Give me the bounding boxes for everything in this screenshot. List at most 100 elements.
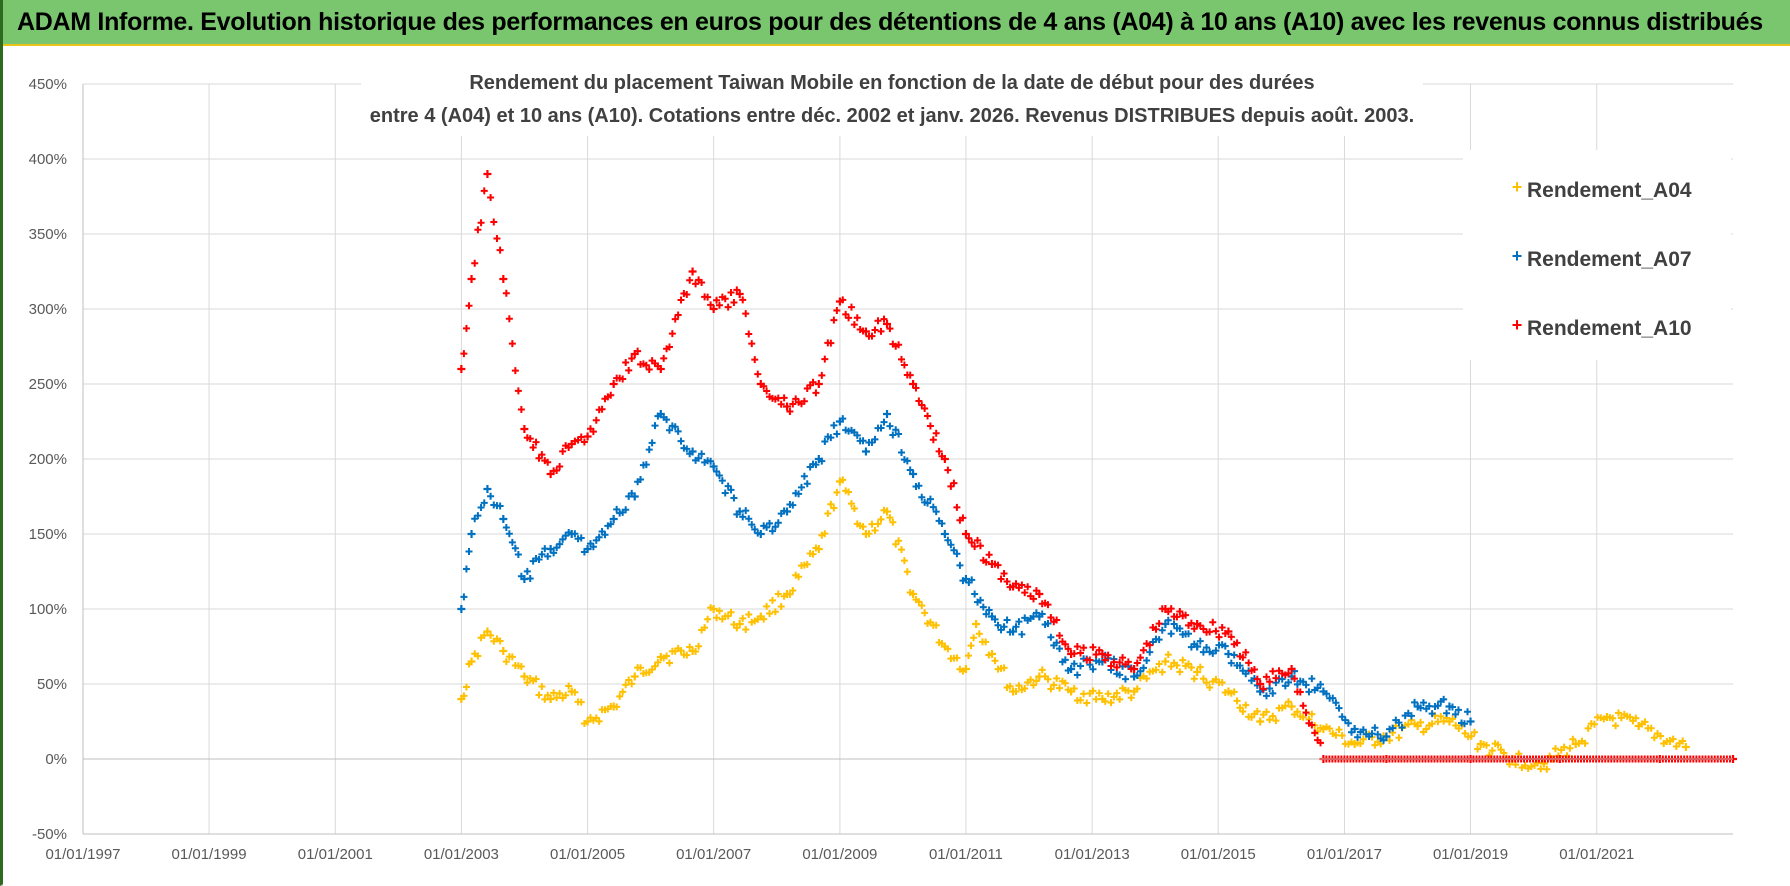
data-point	[906, 371, 914, 379]
data-point	[467, 530, 476, 538]
data-point	[886, 514, 894, 522]
data-point	[724, 482, 732, 490]
data-point	[1155, 660, 1163, 668]
data-point	[688, 267, 697, 276]
data-point	[505, 315, 513, 323]
data-point	[926, 422, 934, 430]
data-point	[1428, 720, 1436, 728]
data-point	[1230, 651, 1238, 659]
data-point	[715, 301, 723, 309]
data-point	[1359, 735, 1367, 743]
data-point	[683, 445, 691, 453]
data-point	[1227, 659, 1235, 667]
data-point	[1076, 662, 1084, 670]
data-point	[1152, 666, 1160, 674]
data-point	[616, 692, 624, 700]
data-point	[1287, 665, 1296, 673]
data-point	[1187, 664, 1195, 672]
data-point	[535, 691, 543, 699]
data-point	[871, 526, 879, 534]
data-point	[1083, 699, 1091, 707]
data-point	[985, 551, 993, 559]
data-point	[1466, 717, 1475, 726]
data-point	[457, 605, 466, 613]
data-point	[1027, 676, 1035, 684]
data-point	[932, 429, 940, 437]
data-point	[677, 296, 685, 304]
data-point	[1539, 759, 1548, 768]
data-point	[474, 226, 482, 234]
data-point	[607, 520, 615, 528]
data-point	[698, 279, 706, 287]
data-point	[1537, 765, 1545, 773]
data-point	[1233, 697, 1241, 705]
data-point	[559, 447, 567, 455]
data-point	[968, 539, 976, 547]
data-point	[982, 610, 990, 618]
data-point	[721, 295, 729, 303]
data-point	[1647, 724, 1655, 732]
data-point	[1179, 656, 1187, 664]
data-point	[1161, 620, 1170, 628]
data-point	[1003, 577, 1011, 585]
data-point	[462, 683, 470, 691]
data-point	[622, 681, 630, 689]
data-point	[1269, 712, 1277, 720]
data-point	[565, 682, 573, 690]
data-point	[1113, 689, 1121, 697]
y-tick-label: 150%	[29, 526, 67, 543]
data-point	[877, 424, 885, 432]
data-point	[921, 405, 929, 413]
data-point	[1308, 675, 1316, 683]
data-point	[847, 500, 855, 508]
data-point	[1024, 583, 1032, 591]
data-point	[526, 435, 534, 443]
data-point	[861, 327, 870, 336]
data-point	[654, 658, 662, 666]
data-point	[1302, 709, 1310, 717]
data-point	[704, 293, 712, 301]
data-point	[1173, 613, 1181, 621]
data-point	[651, 662, 659, 670]
data-point	[968, 576, 976, 584]
data-point	[874, 520, 882, 528]
data-point	[938, 519, 946, 527]
data-point	[571, 530, 579, 538]
data-point	[1253, 675, 1261, 683]
data-point	[613, 505, 621, 513]
data-point	[809, 378, 817, 386]
data-point	[818, 371, 826, 379]
data-point	[735, 620, 744, 628]
data-point	[763, 387, 771, 395]
data-point	[538, 550, 546, 558]
data-point	[812, 389, 820, 397]
data-point	[695, 454, 703, 462]
data-point	[1073, 643, 1081, 651]
data-point	[1164, 616, 1172, 624]
data-point	[889, 518, 897, 526]
data-point	[771, 608, 779, 616]
data-point	[830, 421, 838, 429]
data-point	[1224, 650, 1233, 658]
data-point	[709, 605, 718, 613]
data-point	[580, 438, 588, 446]
data-point	[1000, 664, 1008, 672]
data-point	[553, 544, 561, 552]
x-tick-label: 01/01/1999	[172, 846, 247, 863]
data-point	[877, 515, 885, 523]
data-point	[833, 488, 841, 496]
data-point	[961, 665, 970, 673]
data-point	[1451, 710, 1459, 718]
data-point	[1448, 703, 1456, 711]
data-point	[715, 472, 723, 480]
data-point	[1259, 685, 1267, 693]
data-point	[883, 410, 892, 418]
data-point	[1116, 658, 1124, 666]
data-point	[622, 506, 630, 514]
data-point	[595, 717, 603, 725]
data-point	[1053, 674, 1061, 682]
legend-marker-a04: +	[1512, 177, 1523, 197]
data-point	[1417, 718, 1425, 726]
data-point	[467, 657, 476, 666]
data-point	[912, 384, 920, 392]
